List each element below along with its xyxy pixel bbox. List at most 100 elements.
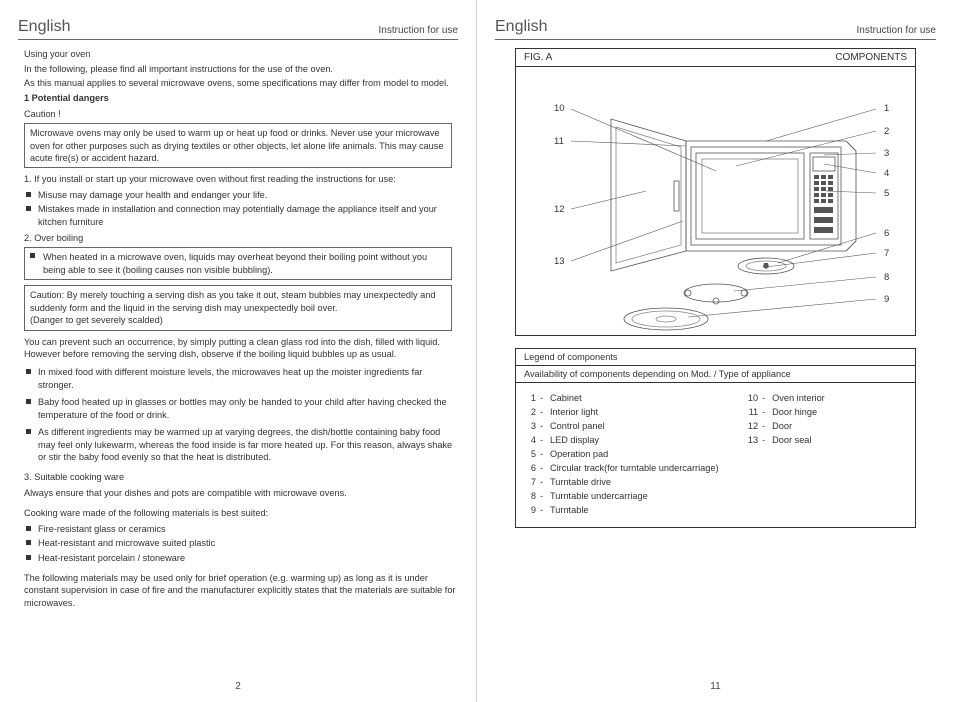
legend-heading-2: Availability of components depending on … [516, 366, 915, 383]
warning-box-1: Microwave ovens may only be used to warm… [24, 123, 452, 168]
legend-dash: - [762, 435, 772, 445]
legend-text: Turntable drive [550, 477, 611, 487]
legend-dash: - [540, 435, 550, 445]
section-1-heading: 1 Potential dangers [24, 92, 458, 104]
list-item: Heat-resistant and microwave suited plas… [24, 537, 458, 549]
bullet-list-3: Fire-resistant glass or ceramics Heat-re… [24, 523, 458, 564]
legend-text: Cabinet [550, 393, 582, 403]
header-lang: English [495, 18, 547, 36]
numbered-para-1: 1. If you install or start up your micro… [24, 173, 458, 185]
legend-num: 1 [524, 393, 540, 403]
callout-12: 12 [554, 204, 565, 215]
figure-header: FIG. A COMPONENTS [516, 49, 915, 67]
figure-label: FIG. A [524, 52, 552, 63]
caution-label: Caution ! [24, 108, 458, 120]
warning-box-2-text: When heated in a microwave oven, liquids… [43, 252, 427, 274]
legend-row: 13-Door seal [746, 435, 907, 445]
intro-heading: Using your oven [24, 48, 458, 60]
legend-num: 13 [746, 435, 762, 445]
legend-num: 4 [524, 435, 540, 445]
warning-box-1-text: Microwave ovens may only be used to warm… [30, 128, 443, 163]
legend-row: 5-Operation pad [524, 449, 746, 459]
bullet-list-1: Misuse may damage your health and endang… [24, 189, 458, 228]
page-header: English Instruction for use [495, 18, 936, 40]
callout-1: 1 [884, 103, 889, 114]
legend-num: 2 [524, 407, 540, 417]
legend-dash: - [540, 449, 550, 459]
legend-dash: - [540, 407, 550, 417]
bullet-list-2: In mixed food with different moisture le… [24, 366, 458, 463]
callout-11: 11 [554, 136, 564, 147]
list-item: Misuse may damage your health and endang… [24, 189, 458, 201]
prevent-para: You can prevent such an occurrence, by s… [24, 336, 458, 361]
legend-text: Turntable [550, 505, 588, 515]
intro-line-1: In the following, please find all import… [24, 63, 458, 75]
warning-box-3-text: Caution: By merely touching a serving di… [30, 290, 436, 312]
header-lang: English [18, 18, 70, 36]
legend-text: Door seal [772, 435, 811, 445]
list-item: Fire-resistant glass or ceramics [24, 523, 458, 535]
legend-dash: - [540, 491, 550, 501]
callout-10: 10 [554, 103, 565, 114]
callout-3: 3 [884, 148, 889, 159]
header-subtitle: Instruction for use [857, 25, 936, 36]
legend-text: Circular track(for turntable undercarria… [550, 463, 719, 473]
legend-num: 11 [746, 407, 762, 417]
legend-box: Legend of components Availability of com… [515, 348, 916, 528]
legend-row: 6-Circular track(for turntable undercarr… [524, 463, 746, 473]
list-item: As different ingredients may be warmed u… [24, 426, 458, 463]
legend-num: 8 [524, 491, 540, 501]
section-3-p2: Cooking ware made of the following mater… [24, 507, 458, 519]
legend-dash: - [540, 505, 550, 515]
section-3-p1: Always ensure that your dishes and pots … [24, 487, 458, 499]
callout-7: 7 [884, 248, 889, 259]
warning-box-2: When heated in a microwave oven, liquids… [24, 247, 452, 280]
legend-row: 8-Turntable undercarriage [524, 491, 746, 501]
legend-dash: - [540, 421, 550, 431]
legend-dash: - [540, 463, 550, 473]
figure-components-label: COMPONENTS [835, 52, 907, 63]
legend-num: 3 [524, 421, 540, 431]
page-body: Using your oven In the following, please… [18, 48, 458, 609]
legend-text: Interior light [550, 407, 598, 417]
header-subtitle: Instruction for use [379, 25, 458, 36]
callout-6: 6 [884, 228, 889, 239]
square-bullet-icon [30, 253, 35, 258]
legend-columns: 1-Cabinet2-Interior light3-Control panel… [516, 383, 915, 527]
legend-dash: - [762, 393, 772, 403]
section-3-heading: 3. Suitable cooking ware [24, 471, 458, 483]
callout-5: 5 [884, 188, 889, 199]
callout-2: 2 [884, 126, 889, 137]
legend-text: Control panel [550, 421, 605, 431]
legend-row: 9-Turntable [524, 505, 746, 515]
warning-box-3-text2: (Danger to get severely scalded) [30, 315, 163, 325]
page-header: English Instruction for use [18, 18, 458, 40]
legend-col-2: 10-Oven interior11-Door hinge12-Door13-D… [746, 389, 907, 519]
legend-row: 11-Door hinge [746, 407, 907, 417]
legend-row: 7-Turntable drive [524, 477, 746, 487]
legend-col-1: 1-Cabinet2-Interior light3-Control panel… [524, 389, 746, 519]
page-number: 2 [18, 681, 458, 692]
legend-text: LED display [550, 435, 599, 445]
document-spread: English Instruction for use Using your o… [0, 0, 954, 702]
warning-box-3: Caution: By merely touching a serving di… [24, 285, 452, 330]
legend-num: 5 [524, 449, 540, 459]
legend-text: Door hinge [772, 407, 817, 417]
intro-line-2: As this manual applies to several microw… [24, 77, 458, 89]
list-item: Mistakes made in installation and connec… [24, 203, 458, 228]
legend-num: 7 [524, 477, 540, 487]
section-3-p3: The following materials may be used only… [24, 572, 458, 609]
list-item: Baby food heated up in glasses or bottle… [24, 396, 458, 421]
page-number: 11 [495, 681, 936, 692]
legend-row: 1-Cabinet [524, 393, 746, 403]
numbered-para-2: 2. Over boiling [24, 232, 458, 244]
legend-num: 9 [524, 505, 540, 515]
microwave-diagram: 1 2 3 4 5 6 7 8 9 10 11 12 13 [516, 71, 913, 335]
legend-dash: - [540, 477, 550, 487]
legend-dash: - [762, 421, 772, 431]
legend-num: 10 [746, 393, 762, 403]
callout-9: 9 [884, 294, 889, 305]
page-11: English Instruction for use FIG. A COMPO… [477, 0, 954, 702]
legend-text: Operation pad [550, 449, 608, 459]
legend-dash: - [540, 393, 550, 403]
